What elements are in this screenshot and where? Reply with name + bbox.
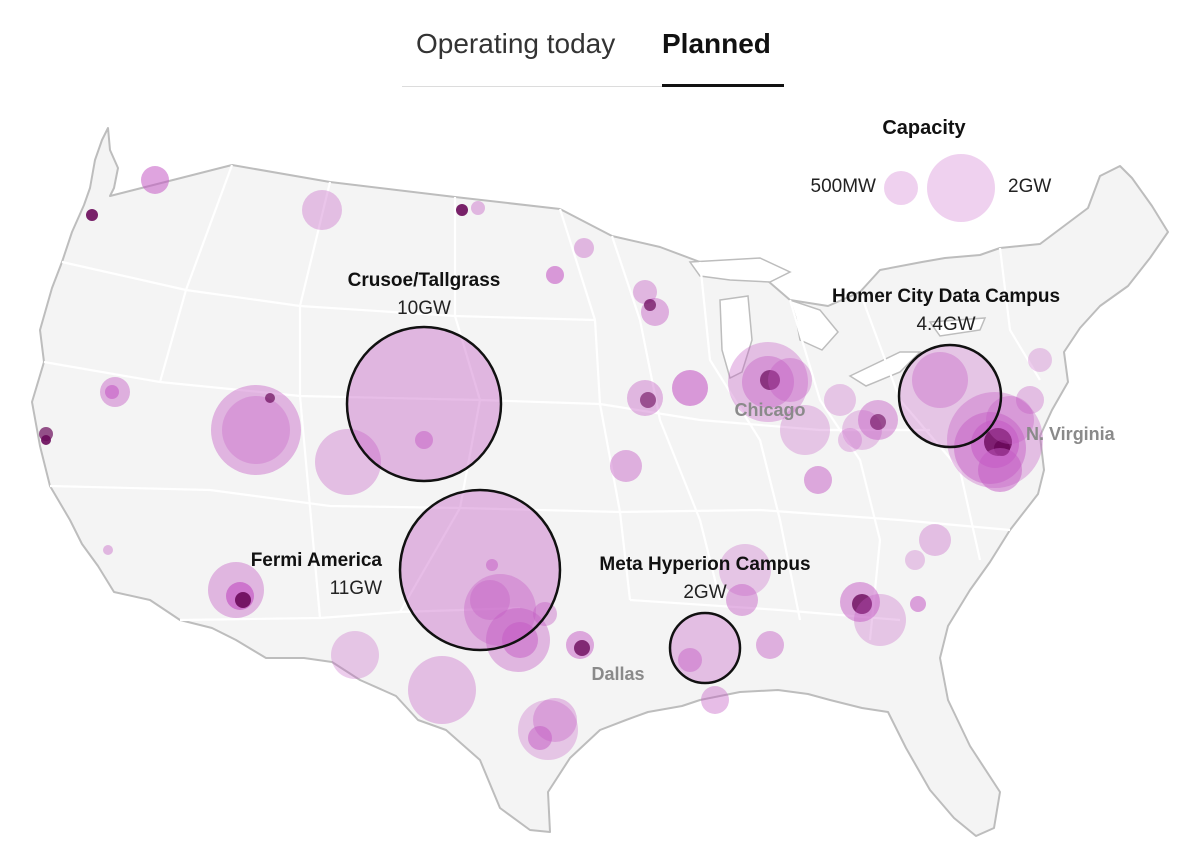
callout-crusoe-name: Crusoe/Tallgrass: [348, 270, 501, 291]
data-center-bubble[interactable]: [899, 345, 1001, 447]
city-labels: Chicago N. Virginia Dallas: [591, 400, 1115, 684]
active-tab-indicator: [662, 84, 784, 87]
tab-divider: [402, 86, 784, 87]
data-center-bubble[interactable]: [726, 584, 758, 616]
data-center-bubble[interactable]: [533, 602, 557, 626]
data-center-bubble[interactable]: [456, 204, 468, 216]
callout-ring-meta-hyperion[interactable]: [668, 611, 742, 685]
data-center-bubble[interactable]: [760, 370, 780, 390]
data-center-bubble[interactable]: [780, 405, 830, 455]
city-label-n-virginia: N. Virginia: [1026, 424, 1116, 444]
data-center-bubble[interactable]: [265, 393, 275, 403]
data-center-bubble[interactable]: [574, 238, 594, 258]
data-center-bubble[interactable]: [1028, 348, 1052, 372]
callout-ring-crusoe[interactable]: [345, 325, 503, 483]
data-center-bubble[interactable]: [471, 201, 485, 215]
data-center-bubble[interactable]: [768, 358, 812, 402]
data-center-bubble[interactable]: [1016, 386, 1044, 414]
data-center-bubble[interactable]: [719, 544, 771, 596]
data-center-bubbles: [39, 166, 1052, 760]
data-center-bubble[interactable]: [528, 726, 552, 750]
data-center-bubble[interactable]: [838, 428, 862, 452]
city-label-chicago: Chicago: [734, 400, 805, 420]
data-center-bubble[interactable]: [486, 559, 498, 571]
data-center-bubble[interactable]: [824, 384, 856, 416]
data-center-bubble[interactable]: [854, 594, 906, 646]
data-center-bubble[interactable]: [103, 545, 113, 555]
callout-rings: [345, 325, 1003, 685]
data-center-bubble[interactable]: [852, 594, 872, 614]
legend-large-label: 2GW: [1008, 176, 1051, 197]
tab-operating-today[interactable]: Operating today: [416, 28, 616, 59]
data-center-bubble[interactable]: [804, 466, 832, 494]
data-center-bubble[interactable]: [910, 596, 926, 612]
data-center-bubble[interactable]: [400, 490, 560, 650]
data-center-bubble[interactable]: [756, 631, 784, 659]
callout-fermi-name: Fermi America: [251, 550, 383, 571]
callout-ring-homer-city[interactable]: [897, 343, 1003, 449]
data-center-bubble[interactable]: [235, 592, 251, 608]
callout-homer-city-value: 4.4GW: [916, 314, 975, 335]
data-center-bubble[interactable]: [347, 327, 501, 481]
great-lakes: [688, 257, 987, 387]
data-center-bubble[interactable]: [905, 550, 925, 570]
data-center-bubble[interactable]: [870, 414, 886, 430]
data-center-bubble[interactable]: [86, 209, 98, 221]
data-center-bubble[interactable]: [644, 299, 656, 311]
callout-crusoe-value: 10GW: [397, 298, 451, 319]
data-center-bubble[interactable]: [41, 435, 51, 445]
data-center-bubble[interactable]: [986, 396, 1034, 444]
data-center-bubble[interactable]: [672, 370, 708, 406]
data-center-bubble[interactable]: [211, 385, 301, 475]
legend-title: Capacity: [882, 117, 966, 139]
data-center-bubble[interactable]: [331, 631, 379, 679]
legend-small-label: 500MW: [811, 176, 877, 197]
data-center-bubble[interactable]: [302, 190, 342, 230]
data-center-bubble[interactable]: [222, 396, 290, 464]
legend-small-bubble: [884, 171, 918, 205]
callout-fermi-value: 11GW: [330, 578, 383, 599]
data-center-bubble[interactable]: [640, 392, 656, 408]
city-label-dallas: Dallas: [591, 664, 644, 684]
data-center-bubble[interactable]: [470, 580, 510, 620]
callout-meta-hyperion-value: 2GW: [683, 582, 726, 603]
legend-large-bubble: [927, 154, 995, 222]
data-center-bubble[interactable]: [315, 429, 381, 495]
capacity-legend: Capacity 500MW 2GW: [811, 117, 1051, 222]
data-center-bubble[interactable]: [610, 450, 642, 482]
data-center-bubble[interactable]: [141, 166, 169, 194]
callout-homer-city-name: Homer City Data Campus: [832, 286, 1060, 307]
data-center-bubble[interactable]: [574, 640, 590, 656]
data-center-bubble[interactable]: [919, 524, 951, 556]
callout-ring-fermi[interactable]: [398, 488, 562, 652]
callout-meta-hyperion-name: Meta Hyperion Campus: [599, 554, 810, 575]
data-center-bubble[interactable]: [415, 431, 433, 449]
data-center-bubble[interactable]: [678, 648, 702, 672]
data-center-bubble[interactable]: [105, 385, 119, 399]
data-center-bubble[interactable]: [670, 613, 740, 683]
state-borders: [43, 164, 1041, 641]
us-land: [31, 127, 1169, 837]
callout-labels: Crusoe/Tallgrass 10GW Homer City Data Ca…: [251, 270, 1060, 603]
data-center-bubble[interactable]: [912, 352, 968, 408]
data-center-bubble[interactable]: [546, 266, 564, 284]
view-tabs: Operating today Planned: [0, 0, 1200, 90]
tab-planned[interactable]: Planned: [662, 28, 771, 59]
data-center-bubble[interactable]: [978, 448, 1022, 492]
data-center-bubble[interactable]: [408, 656, 476, 724]
data-center-bubble[interactable]: [701, 686, 729, 714]
data-center-bubble[interactable]: [633, 280, 657, 304]
